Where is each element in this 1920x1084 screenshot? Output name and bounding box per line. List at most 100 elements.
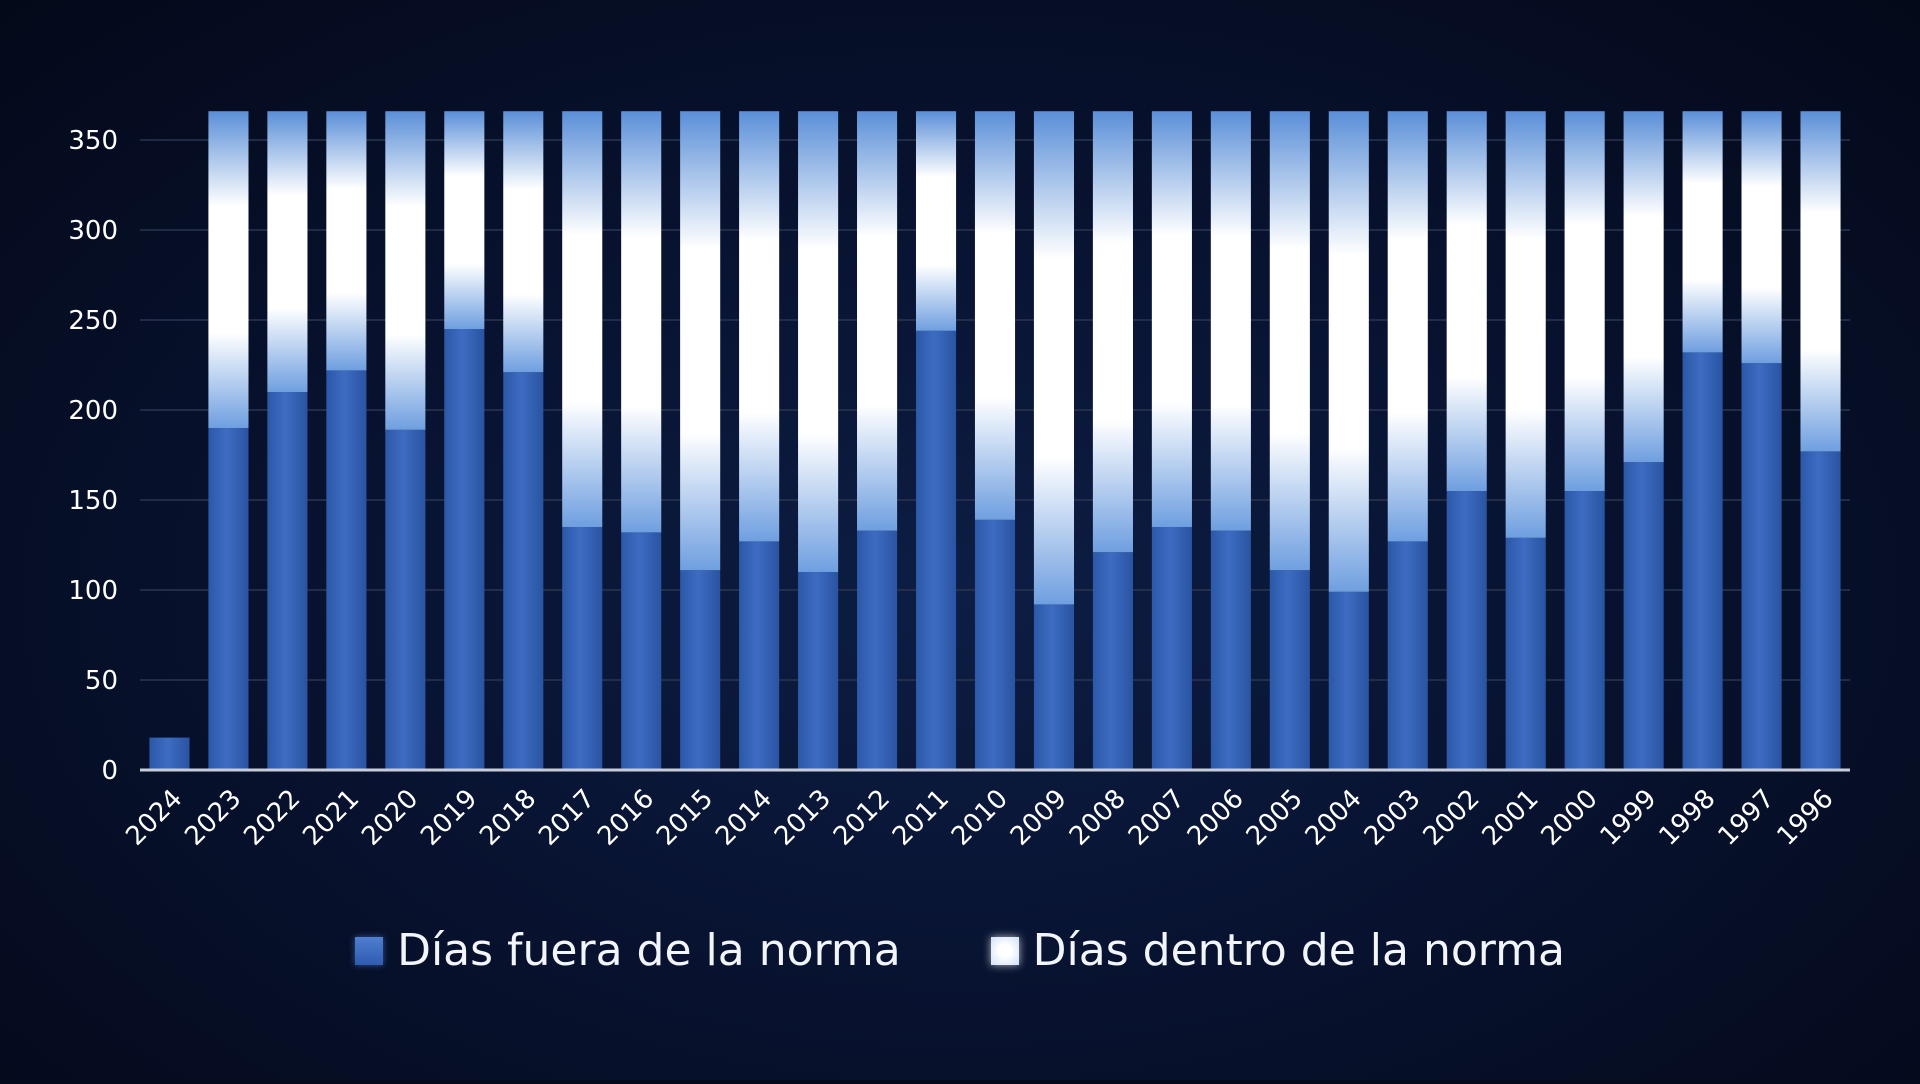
legend-label-dentro: Días dentro de la norma [1032, 925, 1565, 976]
x-tick-label: 1998 [1654, 784, 1722, 852]
x-tick-label: 2018 [474, 784, 542, 852]
bars [149, 111, 1841, 770]
bar-dentro-2019 [444, 111, 485, 329]
bar-fuera-2000 [1564, 491, 1605, 770]
bar-dentro-2013 [798, 111, 839, 572]
x-tick-label: 2019 [415, 784, 483, 852]
x-tick-label: 2000 [1536, 784, 1604, 852]
bar-fuera-2010 [974, 519, 1016, 770]
x-tick-label: 2009 [1005, 784, 1073, 852]
x-tick-label: 2003 [1359, 784, 1427, 852]
bar-dentro-2010 [974, 111, 1016, 520]
y-tick-label: 50 [85, 666, 118, 696]
x-tick-label: 2010 [946, 784, 1014, 852]
y-tick-label: 200 [68, 396, 118, 426]
bar-dentro-2016 [621, 111, 662, 533]
x-tick-label: 2005 [1241, 784, 1309, 852]
bar-dentro-2015 [680, 111, 721, 571]
bar-fuera-1997 [1741, 363, 1782, 770]
y-tick-label: 350 [68, 126, 118, 156]
x-tick-label: 2022 [238, 784, 306, 852]
bar-dentro-2020 [385, 111, 426, 430]
legend-item-fuera: Días fuera de la norma [355, 925, 901, 976]
bar-dentro-2004 [1328, 111, 1369, 592]
bar-dentro-2022 [267, 111, 308, 392]
y-tick-label: 250 [68, 306, 118, 336]
bar-fuera-2017 [562, 527, 603, 770]
bar-fuera-2019 [444, 329, 485, 770]
x-tick-label: 2017 [533, 784, 601, 852]
bar-fuera-2011 [915, 330, 957, 770]
y-tick-label: 100 [68, 576, 118, 606]
bar-fuera-2009 [1033, 604, 1075, 770]
bar-fuera-1996 [1800, 451, 1841, 770]
x-tick-label: 2016 [592, 784, 660, 852]
bar-fuera-2024 [149, 737, 190, 770]
x-tick-label: 2007 [1123, 784, 1191, 852]
x-tick-label: 1996 [1771, 784, 1839, 852]
bar-dentro-2009 [1033, 111, 1075, 605]
legend-swatch-fuera [355, 936, 384, 965]
bar-dentro-2011 [915, 111, 957, 331]
bar-dentro-1996 [1800, 111, 1841, 452]
x-tick-label: 2024 [120, 784, 188, 852]
x-tick-label: 1997 [1712, 784, 1780, 852]
bar-dentro-2014 [739, 111, 780, 542]
bar-fuera-2012 [857, 530, 898, 770]
bar-fuera-2006 [1210, 530, 1251, 770]
bar-fuera-2007 [1151, 527, 1192, 770]
bar-dentro-2023 [208, 111, 249, 428]
x-tick-label: 2011 [887, 784, 955, 852]
bar-dentro-2005 [1269, 111, 1310, 571]
bar-dentro-2012 [857, 111, 898, 531]
bar-dentro-2006 [1210, 111, 1251, 531]
y-tick-label: 300 [68, 216, 118, 246]
x-tick-label: 2015 [651, 784, 719, 852]
bar-fuera-2013 [798, 572, 839, 770]
bar-fuera-2020 [385, 429, 426, 770]
bar-dentro-2018 [503, 111, 544, 373]
legend-item-dentro: Días dentro de la norma [990, 925, 1565, 976]
bar-dentro-2021 [326, 111, 367, 371]
bar-fuera-2005 [1269, 570, 1310, 770]
bar-fuera-2023 [208, 428, 249, 770]
x-tick-label: 2004 [1300, 784, 1368, 852]
x-tick-label: 2014 [710, 784, 778, 852]
x-tick-label: 2012 [828, 784, 896, 852]
bar-dentro-1998 [1682, 111, 1723, 353]
x-tick-label: 2013 [769, 784, 837, 852]
bar-fuera-2018 [503, 372, 544, 770]
y-tick-label: 0 [101, 756, 118, 786]
bar-dentro-2017 [562, 111, 603, 527]
bar-fuera-2008 [1092, 552, 1133, 770]
x-tick-label: 1999 [1595, 784, 1663, 852]
x-axis: 2024202320222021202020192018201720162015… [120, 768, 1850, 852]
bar-fuera-2021 [326, 370, 367, 770]
bar-dentro-2001 [1505, 111, 1546, 538]
x-tick-label: 2021 [297, 784, 365, 852]
bar-fuera-2004 [1328, 591, 1369, 770]
bar-fuera-2016 [621, 532, 662, 770]
legend-label-fuera: Días fuera de la norma [397, 925, 901, 976]
bar-dentro-2008 [1092, 111, 1133, 553]
legend-swatch-dentro [990, 936, 1019, 965]
x-tick-label: 2002 [1418, 784, 1486, 852]
bar-dentro-1999 [1623, 111, 1664, 463]
bar-fuera-1999 [1623, 462, 1664, 770]
x-tick-label: 2006 [1182, 784, 1250, 852]
bar-fuera-2001 [1505, 537, 1546, 770]
legend: Días fuera de la norma Días dentro de la… [0, 925, 1920, 976]
bar-dentro-1997 [1741, 111, 1782, 364]
bar-fuera-2015 [680, 570, 721, 770]
bar-fuera-2014 [739, 541, 780, 770]
bar-fuera-2002 [1446, 491, 1487, 770]
bar-dentro-2003 [1387, 111, 1428, 542]
bar-dentro-2000 [1564, 111, 1605, 491]
y-tick-label: 150 [68, 486, 118, 516]
x-tick-label: 2020 [356, 784, 424, 852]
bar-dentro-2002 [1446, 111, 1487, 491]
y-axis: 0 50 100 150 200 250 300 350 [68, 126, 118, 786]
bar-fuera-2003 [1387, 541, 1428, 770]
